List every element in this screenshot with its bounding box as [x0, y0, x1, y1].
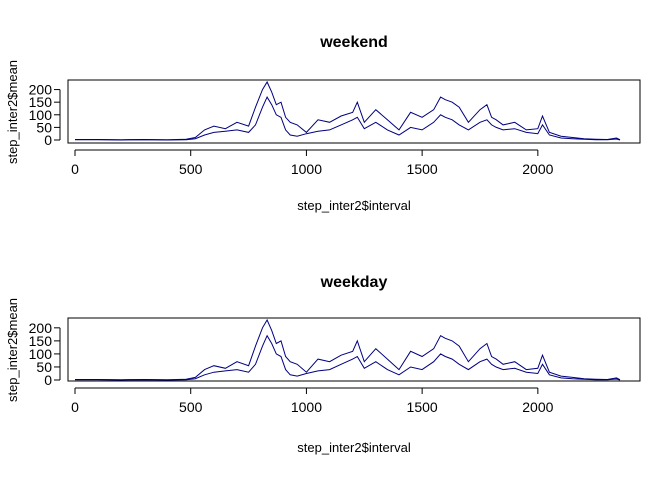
x-axis-label: step_inter2$interval: [297, 198, 411, 213]
y-tick-label: 150: [29, 333, 53, 349]
x-tick-label: 1000: [291, 161, 322, 177]
panel-title: weekday: [320, 274, 388, 291]
x-axis-label: step_inter2$interval: [297, 440, 411, 455]
x-tick-label: 2000: [522, 161, 553, 177]
x-tick-label: 1500: [407, 399, 438, 415]
x-tick-label: 0: [71, 399, 79, 415]
y-tick-label: 200: [29, 82, 53, 98]
x-tick-label: 1000: [291, 399, 322, 415]
plot-frame: [67, 79, 641, 144]
panel-title: weekend: [319, 34, 388, 51]
x-tick-label: 0: [71, 161, 79, 177]
y-tick-label: 0: [44, 372, 52, 388]
y-axis-label: step_inter2$mean: [5, 60, 20, 164]
x-tick-label: 500: [179, 161, 203, 177]
x-tick-label: 2000: [522, 399, 553, 415]
y-tick-label: 100: [29, 346, 53, 362]
series-line-series_b: [75, 96, 621, 141]
y-axis-label: step_inter2$mean: [5, 298, 20, 402]
series-line-series_a: [75, 318, 621, 381]
series-line-series_a: [75, 80, 621, 141]
x-tick-label: 500: [179, 399, 203, 415]
series-line-series_b: [75, 334, 621, 381]
y-tick-label: 50: [36, 119, 52, 135]
y-tick-label: 0: [44, 132, 52, 148]
y-tick-label: 150: [29, 94, 53, 110]
y-tick-label: 100: [29, 107, 53, 123]
y-tick-label: 200: [29, 320, 53, 336]
x-tick-label: 1500: [407, 161, 438, 177]
plot-frame: [67, 317, 641, 382]
y-tick-label: 50: [36, 359, 52, 375]
